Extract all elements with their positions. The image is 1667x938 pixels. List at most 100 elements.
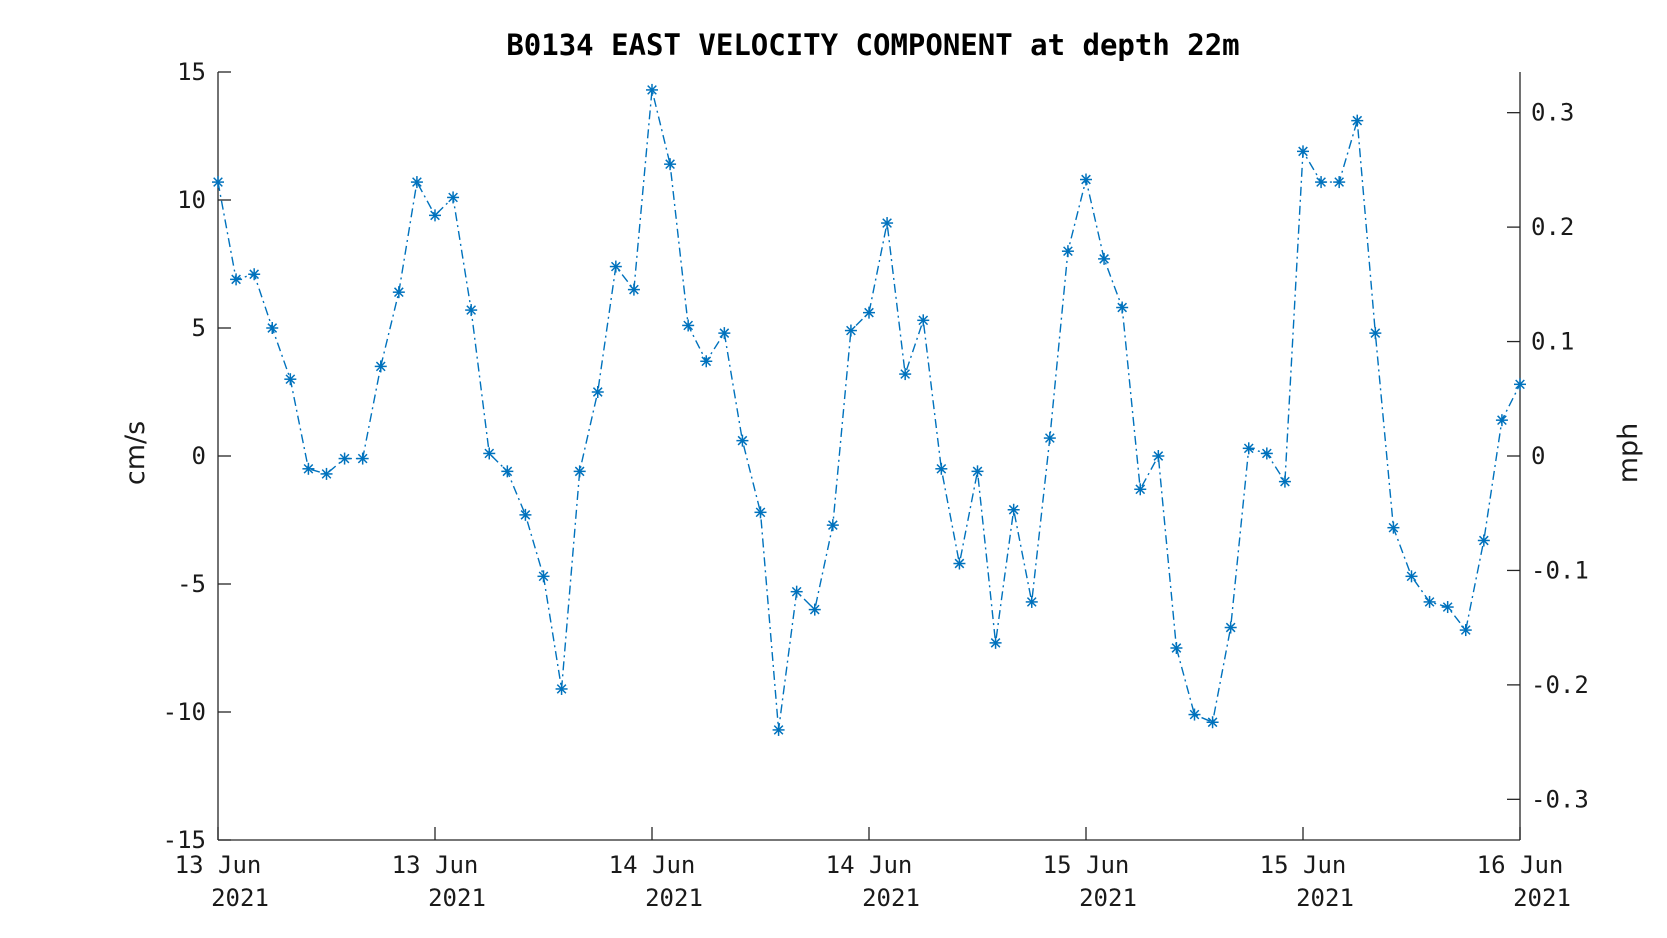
data-point [573,465,586,478]
data-point [1297,145,1309,158]
data-point [1495,414,1508,427]
data-point [1387,521,1400,534]
data-point [1007,503,1020,516]
data-point [1080,173,1092,186]
data-point [1206,716,1219,729]
y2-tick-label: 0 [1531,442,1545,470]
y2-tick-label: 0.1 [1531,328,1574,356]
y2-tick-label: 0.2 [1531,213,1574,241]
data-point [1278,475,1291,488]
data-point [1043,432,1056,445]
data-point [935,462,948,475]
data-point [1351,114,1364,127]
data-point [555,682,568,695]
data-point [917,314,930,327]
data-point [718,327,731,340]
y-tick-label: 5 [192,314,206,342]
y-tick-label: -15 [163,826,206,854]
data-point [1061,245,1074,258]
x-tick-label-date: 16 Jun [1477,851,1564,879]
data-point [338,452,351,465]
data-point [447,191,460,204]
data-point [808,603,821,616]
x-tick-label-date: 13 Jun [175,851,262,879]
data-point [302,462,315,475]
series-layer [212,83,1526,736]
y2-axis-ticks: 0.3 0.2 0.1 0 -0.1 -0.2 -0.3 [1507,99,1589,813]
y-axis-label: cm/s [120,421,151,485]
data-point [1514,378,1526,391]
data-point [1116,301,1129,314]
data-point [1315,176,1328,189]
data-point [465,304,478,317]
x-tick-label-year: 2021 [1513,884,1571,912]
data-point [899,368,912,381]
data-point [519,508,532,521]
data-point [591,386,604,398]
data-point [1260,447,1273,460]
x-tick-label-year: 2021 [862,884,920,912]
data-point [1369,327,1382,340]
data-point [844,324,857,337]
data-point [953,557,966,570]
x-tick-label-year: 2021 [1296,884,1354,912]
data-point [736,434,749,447]
data-point [826,519,839,532]
data-point [1477,534,1490,547]
data-point [483,447,496,460]
y2-tick-label: -0.2 [1531,671,1589,699]
x-axis-ticks: 13 Jun 2021 13 Jun 2021 14 Jun 2021 14 Jun 2021… [175,827,1571,912]
x-tick-label-year: 2021 [211,884,269,912]
x-tick-label-year: 2021 [645,884,703,912]
x-tick-label-date: 14 Jun [609,851,696,879]
y-tick-label: 15 [177,58,206,86]
data-point [1224,621,1237,634]
data-point [1025,595,1038,608]
data-point [863,306,875,319]
x-tick-label-date: 15 Jun [1260,851,1347,879]
data-point [1152,450,1165,462]
data-point [501,465,514,478]
data-point [1098,252,1111,265]
data-point [392,286,405,299]
data-point [971,465,984,478]
data-point [1423,595,1436,608]
data-point [881,217,894,230]
y2-tick-label: -0.3 [1531,785,1589,813]
data-point [248,268,261,281]
data-point [429,209,441,222]
data-point [284,373,297,386]
data-point [1134,483,1147,496]
data-point [374,360,387,373]
data-point [356,452,369,465]
data-point [609,260,622,273]
y-tick-label: -5 [177,570,206,598]
data-point [320,467,333,480]
x-tick-label-date: 15 Jun [1043,851,1130,879]
x-tick-label-year: 2021 [1079,884,1137,912]
data-point [230,273,243,286]
data-point [646,83,658,96]
x-tick-label-date: 14 Jun [826,851,913,879]
data-point [700,355,713,368]
data-point [627,283,640,296]
data-point [1242,442,1255,455]
data-point [772,723,785,736]
y2-tick-label: -0.1 [1531,556,1589,584]
data-point [989,636,1002,649]
data-point [1459,624,1472,637]
data-point [410,176,423,189]
data-point [212,176,224,189]
data-point [682,319,695,332]
data-point [664,158,677,171]
plot-axes [217,72,1521,841]
y-tick-label: 10 [177,186,206,214]
y-axis-ticks: 15 10 5 0 -5 -10 -15 [163,58,231,854]
data-point [790,585,803,598]
chart-title: B0134 EAST VELOCITY COMPONENT at depth 2… [506,28,1239,62]
data-point [1188,708,1201,721]
y-tick-label: -10 [163,698,206,726]
data-point [1333,176,1346,189]
y2-tick-label: 0.3 [1531,99,1574,127]
